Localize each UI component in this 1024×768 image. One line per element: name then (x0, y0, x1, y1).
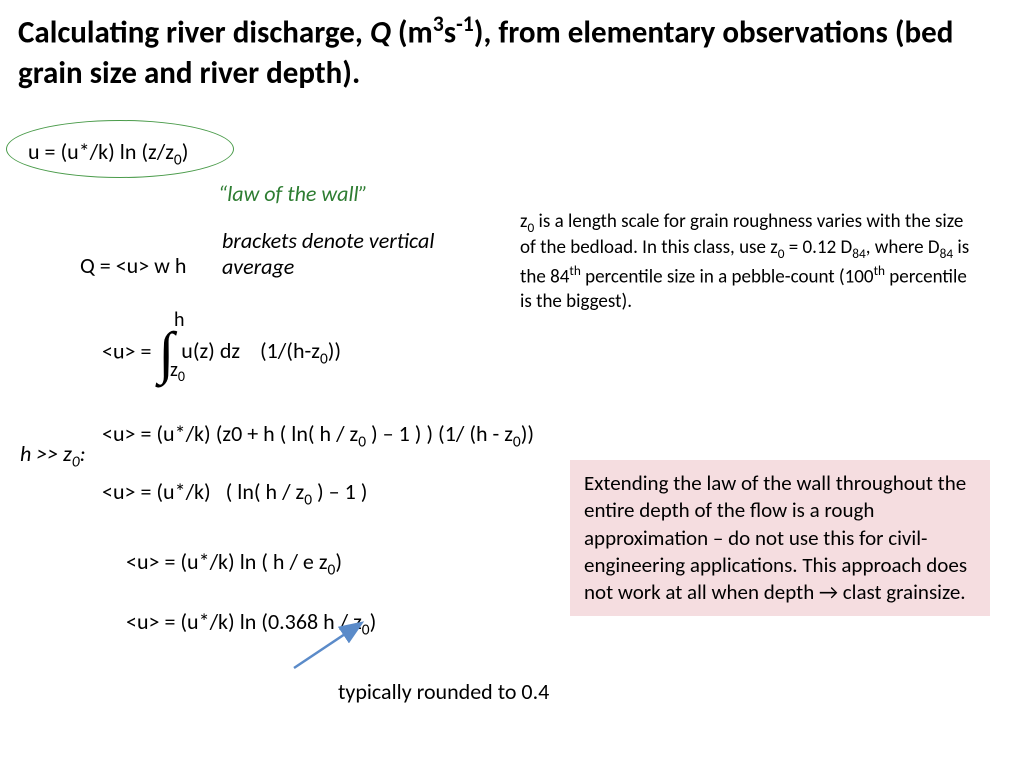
rounding-note: typically rounded to 0.4 (338, 678, 549, 705)
arrow-icon (0, 0, 1024, 768)
z0-explanation: z0 is a length scale for grain roughness… (520, 210, 980, 315)
slide-title: Calculating river discharge, Q (m3s-1), … (18, 10, 998, 93)
law-of-wall-formula: u = (u*/k) ln (z/z0) (28, 138, 188, 169)
h-much-greater-z0: h >> z0: (20, 440, 86, 471)
law-of-wall-label: “law of the wall” (218, 180, 368, 207)
integral-upper-limit: h (174, 308, 185, 332)
formula-line-2: <u> = (u*/k) ( ln( h / z0 ) – 1 ) (102, 478, 367, 509)
brackets-note: brackets denote vertical average (222, 228, 492, 281)
integral-formula: <u> = ∫ u(z) dz (1/(h-z0)) h z0 (102, 330, 341, 376)
formula-line-4: <u> = (u*/k) ln (0.368 h / z0) (126, 608, 376, 639)
formula-line-1: <u> = (u*/k) (z0 + h ( ln( h / z0 ) – 1 … (102, 420, 534, 451)
integral-pre: <u> = (102, 337, 156, 364)
q-formula: Q = <u> w h (80, 252, 186, 279)
integral-lower-limit: z0 (170, 358, 185, 385)
warning-box: Extending the law of the wall throughout… (570, 460, 990, 616)
formula-line-3: <u> = (u*/k) ln ( h / e z0) (126, 548, 342, 579)
integral-post: u(z) dz (1/(h-z0)) (176, 337, 341, 364)
